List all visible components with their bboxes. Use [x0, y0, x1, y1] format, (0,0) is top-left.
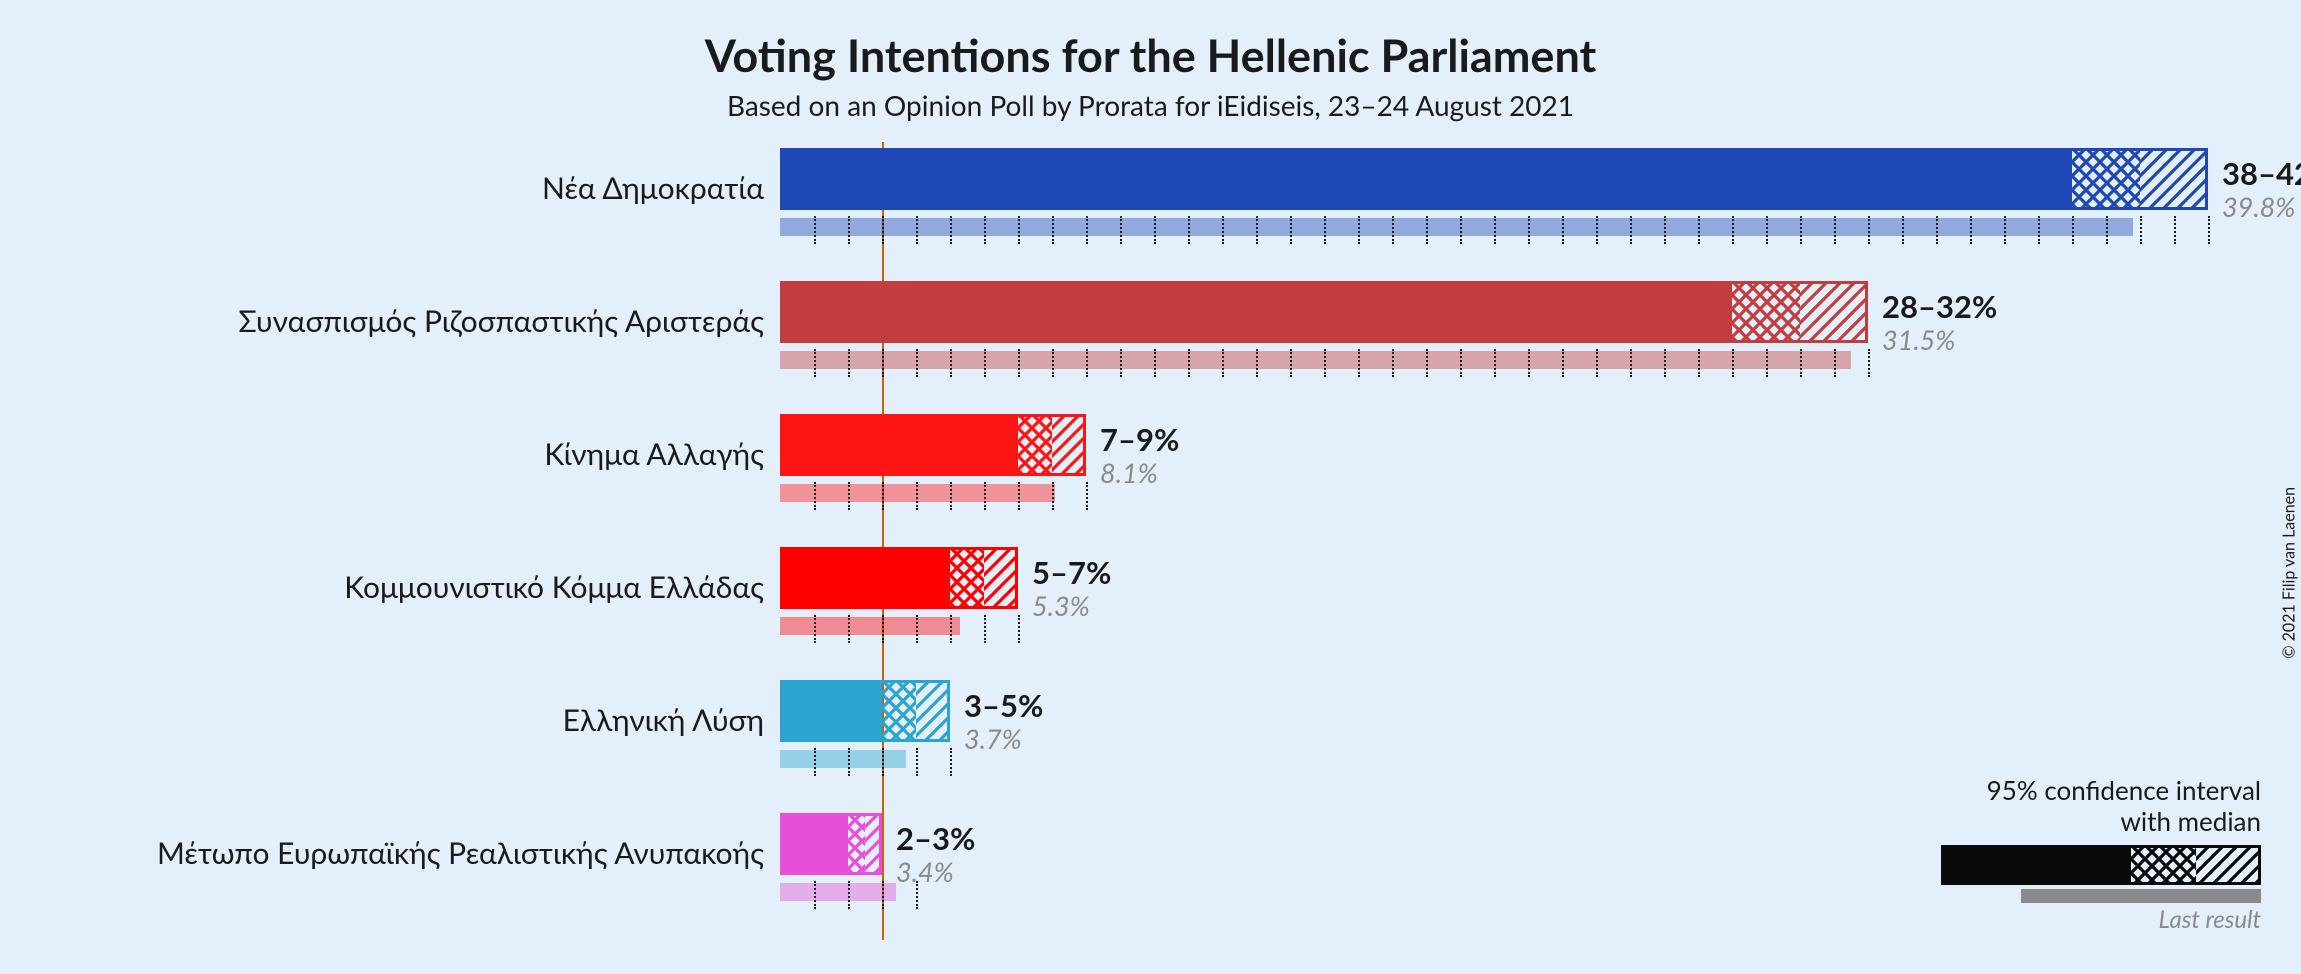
- value-labels: 2–3%3.4%: [896, 819, 975, 888]
- tick-marks: [780, 748, 952, 776]
- value-range: 5–7%: [1032, 553, 1111, 591]
- bar-mid: [950, 547, 984, 609]
- chart-subtitle: Based on an Opinion Poll by Prorata for …: [0, 82, 2301, 142]
- bar-high: [2140, 148, 2208, 210]
- legend-ci-bar: [1941, 845, 2261, 885]
- tick-marks: [780, 482, 1088, 510]
- bar-high: [1800, 281, 1868, 343]
- value-last: 3.7%: [964, 722, 1043, 755]
- value-range: 3–5%: [964, 686, 1043, 724]
- bar-high: [1052, 414, 1086, 476]
- bar-high: [916, 680, 950, 742]
- bar-mid: [1732, 281, 1800, 343]
- party-label: Ελληνική Λύση: [64, 702, 764, 738]
- value-last: 5.3%: [1032, 589, 1111, 622]
- value-last: 31.5%: [1882, 323, 1997, 356]
- value-labels: 38–42%39.8%: [2222, 154, 2301, 223]
- value-labels: 5–7%5.3%: [1032, 553, 1111, 622]
- bar-mid: [848, 813, 865, 875]
- party-label: Μέτωπο Ευρωπαϊκής Ρεαλιστικής Ανυπακοής: [64, 835, 764, 871]
- value-labels: 7–9%8.1%: [1100, 420, 1179, 489]
- tick-marks: [780, 216, 2210, 244]
- tick-marks: [780, 349, 1870, 377]
- bar-low: [780, 148, 2072, 210]
- bar-low: [780, 547, 950, 609]
- party-row: Κομμουνιστικό Κόμμα Ελλάδας5–7%5.3%: [780, 541, 2220, 674]
- tick-marks: [780, 615, 1020, 643]
- bar-low: [780, 281, 1732, 343]
- bar-high: [984, 547, 1018, 609]
- chart-title: Voting Intentions for the Hellenic Parli…: [0, 0, 2301, 82]
- value-labels: 3–5%3.7%: [964, 686, 1043, 755]
- party-row: Κίνημα Αλλαγής7–9%8.1%: [780, 408, 2220, 541]
- value-range: 2–3%: [896, 819, 975, 857]
- party-label: Συνασπισμός Ριζοσπαστικής Αριστεράς: [64, 303, 764, 339]
- legend-title: 95% confidence interval with median: [1941, 775, 2261, 837]
- bar-mid: [2072, 148, 2140, 210]
- value-range: 38–42%: [2222, 154, 2301, 192]
- value-range: 28–32%: [1882, 287, 1997, 325]
- bar-mid: [1018, 414, 1052, 476]
- bar-low: [780, 414, 1018, 476]
- value-labels: 28–32%31.5%: [1882, 287, 1997, 356]
- value-last: 8.1%: [1100, 456, 1179, 489]
- bar-low: [780, 680, 882, 742]
- bar-low: [780, 813, 848, 875]
- bar-high: [865, 813, 882, 875]
- party-label: Κίνημα Αλλαγής: [64, 436, 764, 472]
- party-label: Νέα Δημοκρατία: [64, 170, 764, 206]
- legend: 95% confidence interval with median Last…: [1941, 775, 2261, 934]
- value-range: 7–9%: [1100, 420, 1179, 458]
- party-label: Κομμουνιστικό Κόμμα Ελλάδας: [64, 569, 764, 605]
- copyright-text: © 2021 Filip van Laenen: [2280, 487, 2299, 659]
- value-last: 39.8%: [2222, 190, 2301, 223]
- party-row: Συνασπισμός Ριζοσπαστικής Αριστεράς28–32…: [780, 275, 2220, 408]
- legend-last-bar: [2021, 889, 2261, 903]
- bar-mid: [882, 680, 916, 742]
- legend-last-label: Last result: [1941, 905, 2261, 934]
- value-last: 3.4%: [896, 855, 975, 888]
- party-row: Νέα Δημοκρατία38–42%39.8%: [780, 142, 2220, 275]
